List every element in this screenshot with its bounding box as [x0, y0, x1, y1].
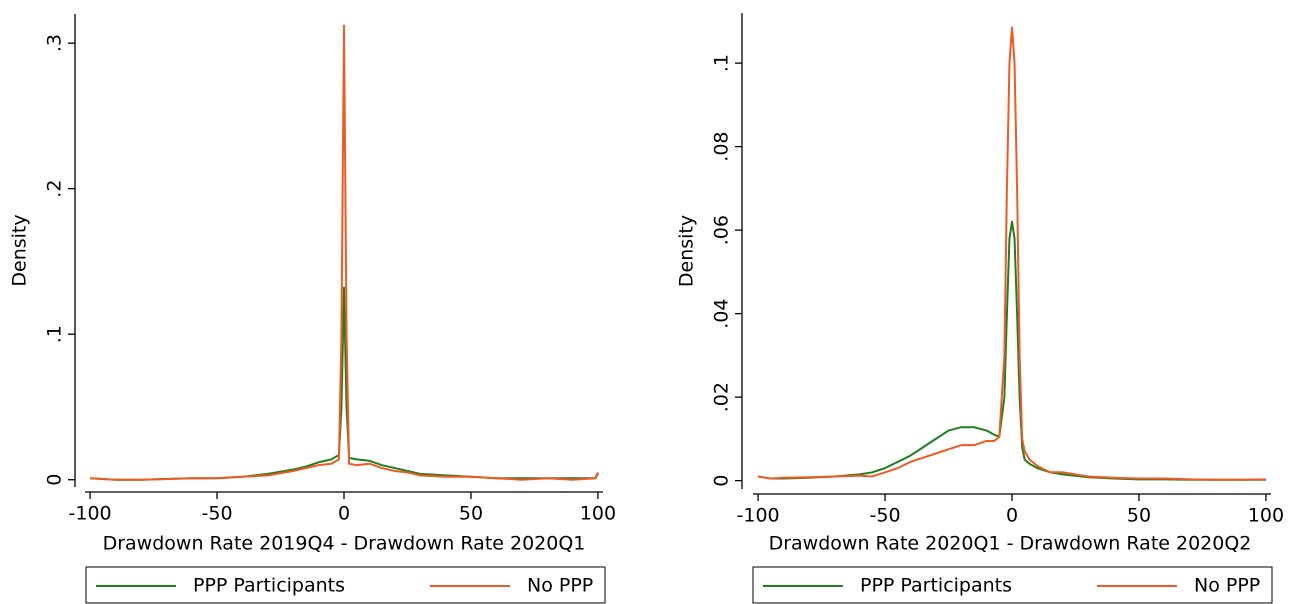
x-tick-label: 0	[338, 503, 350, 525]
x-tick-label: 50	[1127, 505, 1151, 527]
density-line	[90, 24, 599, 481]
x-tick-label: 0	[1006, 505, 1018, 527]
x-tick-label: -100	[69, 503, 112, 525]
density-line	[90, 286, 599, 481]
legend-label: PPP Participants	[193, 575, 345, 597]
y-tick-label: 0	[711, 475, 733, 487]
y-tick-label: .08	[711, 132, 733, 162]
y-tick-label: .3	[44, 34, 66, 52]
x-tick-label: 100	[1248, 505, 1284, 527]
y-tick-label: .2	[44, 180, 66, 198]
x-tick-label: 100	[580, 503, 616, 525]
y-tick-label: .02	[711, 382, 733, 412]
density-line	[757, 220, 1266, 481]
x-axis-title: Drawdown Rate 2020Q1 - Drawdown Rate 202…	[769, 533, 1252, 555]
y-tick-label: .04	[711, 299, 733, 329]
y-tick-label: .06	[711, 215, 733, 245]
density-line	[757, 26, 1266, 481]
y-tick-label: .1	[44, 325, 66, 343]
legend-label: PPP Participants	[860, 575, 1012, 597]
x-tick-label: -50	[202, 503, 233, 525]
x-axis-title: Drawdown Rate 2019Q4 - Drawdown Rate 202…	[103, 533, 586, 555]
y-tick-label: 0	[44, 474, 66, 486]
x-tick-label: -100	[737, 505, 780, 527]
y-axis-title: Density	[9, 214, 31, 286]
x-tick-label: -50	[870, 505, 901, 527]
y-axis-title: Density	[676, 215, 698, 287]
legend-label: No PPP	[1194, 575, 1260, 597]
y-tick-label: .1	[711, 54, 733, 72]
x-tick-label: 50	[459, 503, 483, 525]
legend-label: No PPP	[527, 575, 593, 597]
